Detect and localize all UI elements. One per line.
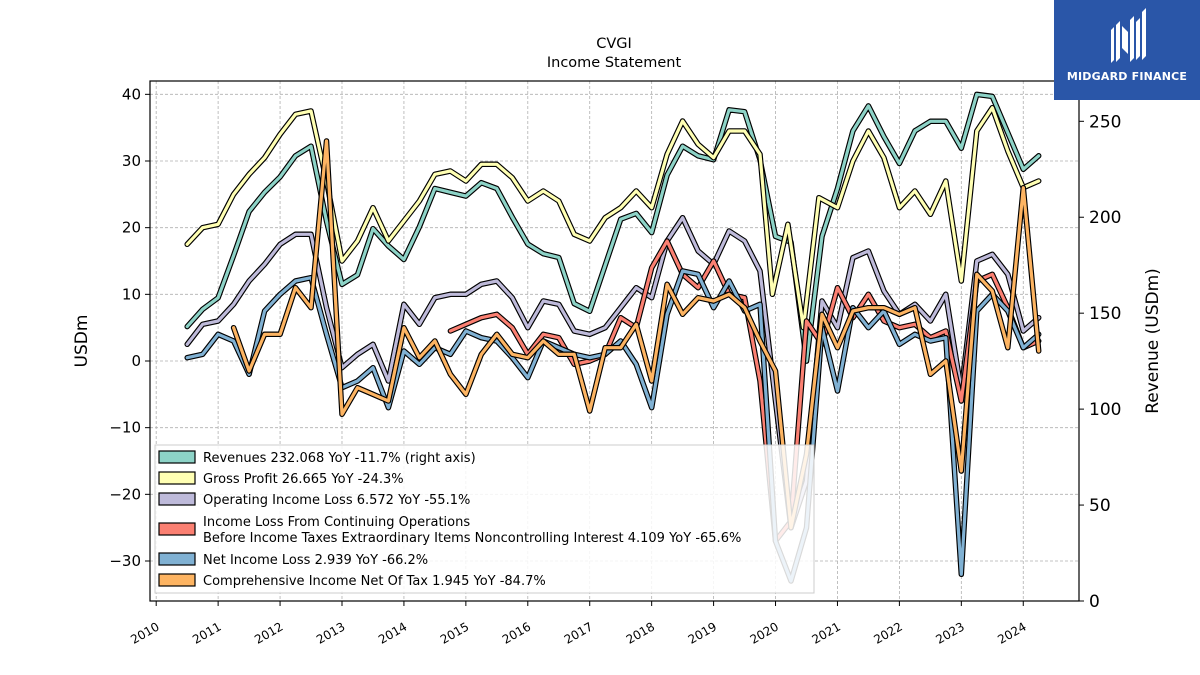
y-tick-label-left: 10: [122, 285, 141, 303]
legend-label-comprehensive-income: Comprehensive Income Net Of Tax 1.945 Yo…: [203, 574, 546, 589]
x-tick-label: 2010: [128, 619, 161, 646]
series-layer: [184, 91, 1042, 584]
legend-label-net-income: Net Income Loss 2.939 YoY -66.2%: [203, 553, 428, 568]
x-tick-label: 2016: [500, 619, 533, 646]
legend-label-gross-profit: Gross Profit 26.665 YoY -24.3%: [203, 472, 404, 487]
midgard-logo-icon: [1111, 8, 1146, 63]
x-tick-label: 2021: [810, 619, 843, 646]
legend-label-pretax-income-line2: Before Income Taxes Extraordinary Items …: [203, 531, 741, 546]
y-tick-label-left: 40: [122, 85, 141, 103]
plot-frame: [149, 80, 1080, 602]
y-tick-label-right: 50: [1089, 496, 1111, 516]
y-tick-label-left: 0: [131, 352, 141, 370]
brand-logo: MIDGARD FINANCE: [1054, 0, 1200, 100]
x-tick-label: 2014: [376, 619, 409, 646]
y-tick-label-left: 20: [122, 219, 141, 237]
brand-name: MIDGARD FINANCE: [1066, 70, 1188, 83]
legend-swatch-pretax-income: [158, 522, 196, 536]
left-axis-label: USDm: [72, 315, 92, 368]
legend: Revenues 232.068 YoY -11.7% (right axis)…: [154, 444, 815, 594]
y-tick-label-left: −30: [109, 552, 141, 570]
x-tick-label: 2012: [252, 619, 285, 646]
y-tick-label-left: −20: [109, 485, 141, 503]
x-tick-label: 2020: [748, 619, 781, 646]
y-tick-label-right: 0: [1089, 592, 1100, 612]
x-tick-label: 2024: [995, 619, 1028, 646]
y-tick-label-right: 100: [1089, 400, 1121, 420]
x-tick-label: 2018: [624, 619, 657, 646]
x-tick-label: 2019: [686, 619, 719, 646]
x-tick-label: 2013: [314, 619, 347, 646]
x-tick-label: 2023: [933, 619, 966, 646]
chart-subtitle: Income Statement: [547, 55, 682, 71]
series-3-line: [448, 239, 1041, 543]
y-tick-label-left: −10: [109, 419, 141, 437]
legend-swatch-operating-income: [158, 492, 196, 506]
x-tick-label: 2022: [871, 619, 904, 646]
x-tick-label: 2015: [438, 619, 471, 646]
legend-label-revenues: Revenues 232.068 YoY -11.7% (right axis): [203, 451, 476, 466]
legend-label-pretax-income-line1: Income Loss From Continuing Operations: [203, 515, 470, 530]
series-5-line: [232, 139, 1041, 530]
legend-swatch-gross-profit: [158, 471, 196, 485]
x-tick-label: 2011: [190, 619, 223, 646]
x-tick-label: 2017: [562, 619, 595, 646]
y-tick-label-right: 150: [1089, 304, 1121, 324]
y-tick-label-right: 200: [1089, 208, 1121, 228]
legend-label-operating-income: Operating Income Loss 6.572 YoY -55.1%: [203, 493, 470, 508]
right-axis-label: Revenue (USDm): [1143, 268, 1163, 414]
legend-swatch-comprehensive-income: [158, 573, 196, 587]
legend-swatch-revenues: [158, 450, 196, 464]
legend-box: [154, 444, 815, 594]
y-tick-label-right: 250: [1089, 112, 1121, 132]
chart-title: CVGI: [596, 36, 632, 52]
y-tick-label-left: 30: [122, 152, 141, 170]
legend-swatch-net-income: [158, 552, 196, 566]
